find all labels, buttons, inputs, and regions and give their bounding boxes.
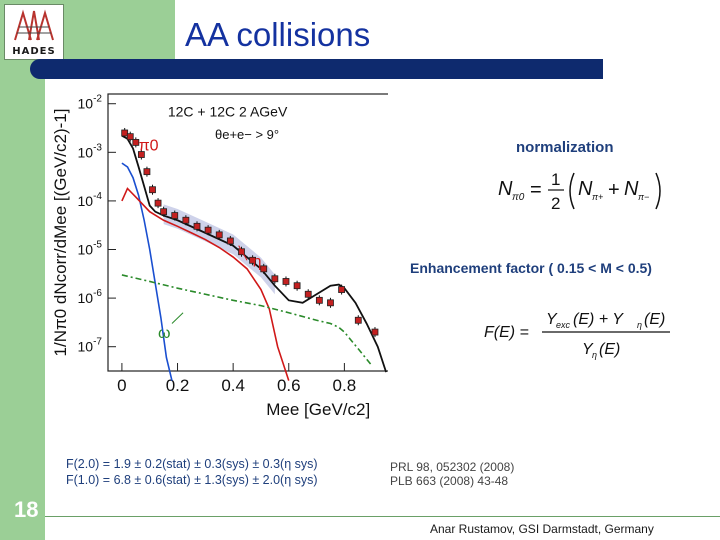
cut-text: θe+e− > 9° xyxy=(215,127,279,142)
x-axis-label: Mee [GeV/c2] xyxy=(266,400,370,419)
data-point xyxy=(149,186,156,194)
data-point xyxy=(293,282,301,290)
enh-den-sub: η xyxy=(592,350,597,360)
data-point xyxy=(126,133,134,141)
dielectron-mass-spectrum-chart: 0 0.2 0.4 0.6 0.8 10-2 10-3 10-4 10-5 10-6 10-7 π0 η… xyxy=(51,93,388,419)
data-point xyxy=(249,256,257,264)
enh-den-end: (E) xyxy=(599,341,620,358)
y-tick-label: 10-2 xyxy=(78,94,103,112)
data-point xyxy=(282,278,290,285)
pi0-label: π0 xyxy=(139,137,159,154)
reaction-text: 12C + 12C 2 AGeV xyxy=(168,103,288,119)
footer-divider xyxy=(45,516,720,517)
slide-title: AA collisions xyxy=(185,16,371,53)
x-tick-label: 0.8 xyxy=(333,376,357,395)
y-tick-label: 10-6 xyxy=(78,288,103,306)
formula-paren-close xyxy=(655,172,661,210)
result-f2: F(2.0) = 1.9 ± 0.2(stat) ± 0.3(sys) ± 0.… xyxy=(66,457,318,471)
enh-num-rest: (E) + Y xyxy=(573,311,624,328)
data-point xyxy=(160,208,168,216)
data-point xyxy=(215,231,223,239)
logo-text: HADES xyxy=(12,46,56,57)
series-eta-line xyxy=(121,187,290,381)
result-f1: F(1.0) = 6.8 ± 0.6(stat) ± 1.3(sys) ± 2.… xyxy=(66,473,318,487)
data-point xyxy=(182,216,190,224)
y-axis-label: 1/Nπ0 dNcorr/dMee [(GeV/c2)-1] xyxy=(51,109,70,357)
data-point xyxy=(327,299,334,307)
data-point xyxy=(271,275,279,283)
formula-equals: = xyxy=(530,179,542,201)
formula-lhs-sub: π0 xyxy=(512,192,525,203)
enh-num-y: Y xyxy=(546,311,558,328)
y-tick-label: 10-5 xyxy=(78,240,103,258)
formula-paren-open xyxy=(569,172,575,210)
data-point xyxy=(193,222,201,230)
enh-den-y: Y xyxy=(582,341,594,358)
enh-num-end: (E) xyxy=(644,311,665,328)
enh-num-sub: exc xyxy=(556,320,571,330)
data-point xyxy=(354,316,362,324)
plot-frame xyxy=(107,93,388,372)
formula-npi-plus-sub: π+ xyxy=(592,192,603,202)
data-point xyxy=(226,237,234,245)
eta-arrow xyxy=(238,245,248,261)
data-point xyxy=(338,286,346,293)
x-tick-label: 0.4 xyxy=(221,376,245,395)
normalization-formula: N π0 = 1 2 N π+ + N π− xyxy=(498,170,661,213)
reference-plb: PLB 663 (2008) 43-48 xyxy=(390,474,509,488)
reference-prl: PRL 98, 052302 (2008) xyxy=(390,460,515,474)
data-point xyxy=(260,265,268,273)
data-point xyxy=(132,138,140,146)
x-tick-label: 0.2 xyxy=(166,376,190,395)
data-point xyxy=(204,226,212,234)
enh-num-sub2: η xyxy=(637,320,642,330)
formula-npi-minus: N xyxy=(624,178,639,200)
data-point xyxy=(238,248,245,256)
x-tick-label: 0.6 xyxy=(277,376,301,395)
omega-label: ω xyxy=(158,325,171,342)
y-tick-label: 10-7 xyxy=(78,337,103,355)
formula-npi-plus: N xyxy=(578,178,593,200)
data-point xyxy=(371,328,379,336)
formula-lhs: N xyxy=(498,178,513,200)
data-point xyxy=(304,290,312,298)
series-pi0-line xyxy=(121,162,173,381)
formula-plus: + xyxy=(608,179,620,201)
title-underline-band xyxy=(30,59,603,79)
side-band xyxy=(0,0,45,540)
slide-number: 18 xyxy=(14,497,39,522)
formula-denominator: 2 xyxy=(551,194,560,213)
data-point xyxy=(171,212,179,219)
hades-logo: HADES xyxy=(4,4,64,60)
series-omega-line xyxy=(121,274,373,367)
data-point xyxy=(315,296,323,304)
normalization-label: normalization xyxy=(516,139,614,156)
detector-icon xyxy=(14,9,54,41)
data-point xyxy=(154,199,162,207)
formula-npi-minus-sub: π− xyxy=(638,192,649,202)
author-credit: Anar Rustamov, GSI Darmstadt, Germany xyxy=(430,522,654,536)
eta-label: η xyxy=(253,253,262,270)
enh-lhs: F(E) = xyxy=(484,324,529,341)
formula-numerator: 1 xyxy=(551,170,560,189)
x-tick-label: 0 xyxy=(117,376,126,395)
data-point xyxy=(137,151,145,158)
data-point xyxy=(143,168,151,176)
y-tick-label: 10-3 xyxy=(78,142,103,160)
y-tick-label: 10-4 xyxy=(78,191,103,209)
data-point xyxy=(121,129,129,137)
omega-arrow xyxy=(171,312,184,324)
enhancement-label: Enhancement factor ( 0.15 < M < 0.5) xyxy=(410,260,652,276)
enhancement-formula: F(E) = Y exc (E) + Y η (E) Y η (E) xyxy=(484,311,670,360)
